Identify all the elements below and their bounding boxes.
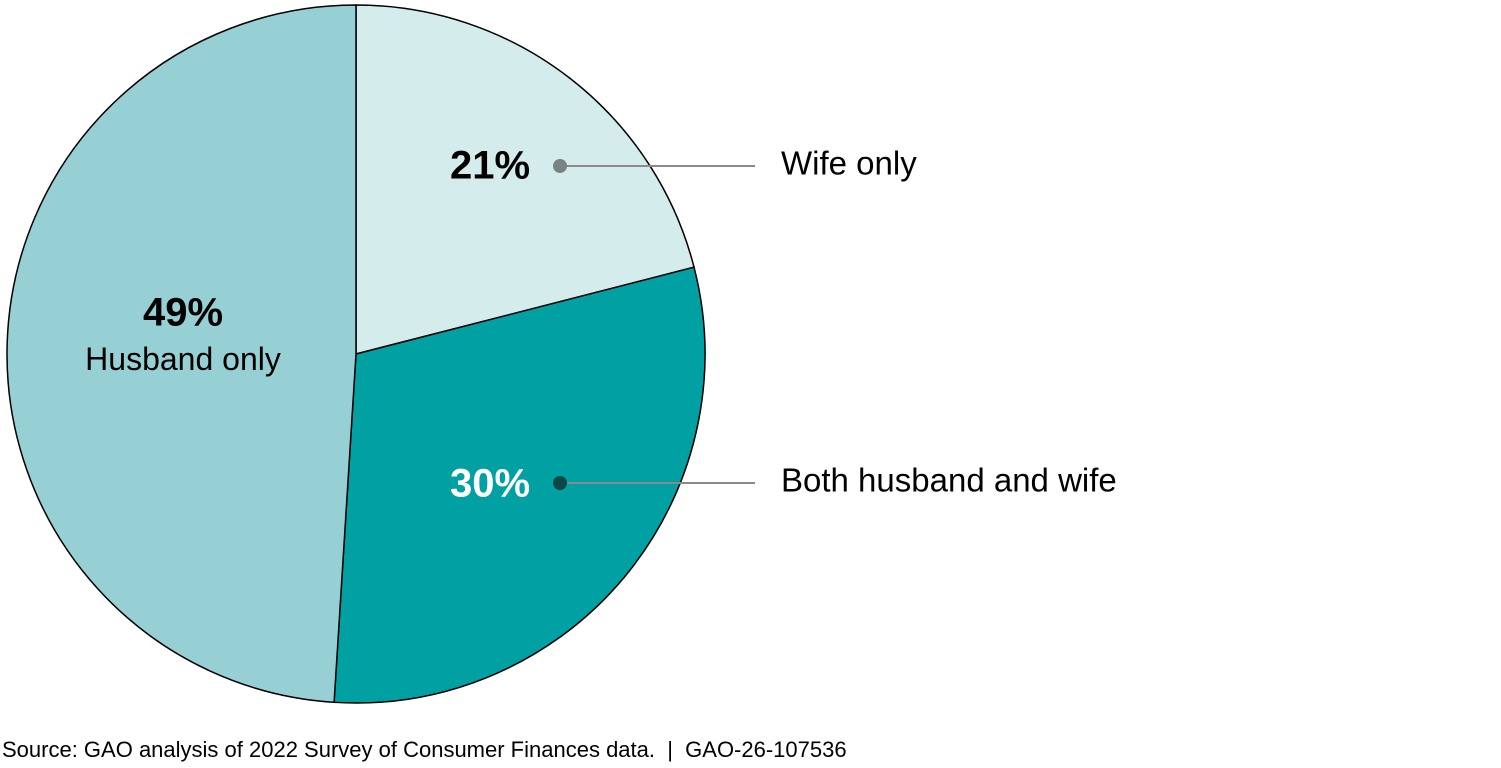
value-label: 21% [450,144,530,188]
category-label: Both husband and wife [781,462,1117,499]
value-label: 30% [450,462,530,506]
chart: 21% Wife only 30% Both husband and wife 49% [6,4,1117,704]
value-label: 49% [143,291,223,335]
callout-dot [553,476,567,490]
category-label: Wife only [781,145,917,182]
pie-slice [6,4,357,704]
pie-slice [333,266,706,704]
source-note: Source: GAO analysis of 2022 Survey of C… [2,737,847,762]
category-label: Husband only [85,341,281,377]
callout-dot [553,159,567,173]
pie-slice [355,4,695,355]
